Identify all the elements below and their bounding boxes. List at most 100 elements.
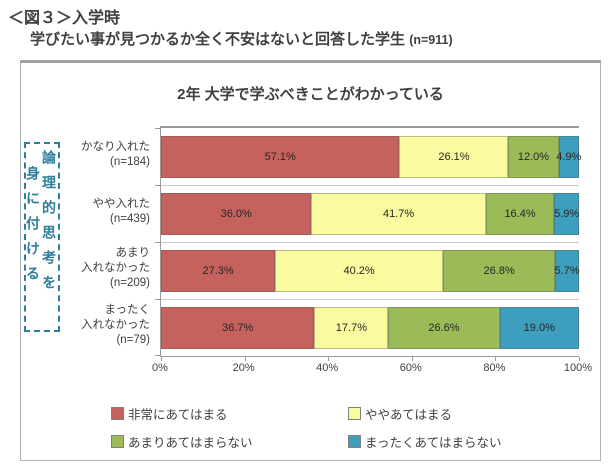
x-axis-tick [411, 357, 413, 361]
bar-row: 27.3% 40.2% 26.8% 5.7% [161, 242, 580, 299]
bar-row: 36.0% 41.7% 16.4% 5.9% [161, 185, 579, 242]
category-label: あまり入れなかった (n=209) [57, 240, 156, 297]
data-label: 57.1% [264, 150, 296, 163]
figure-title-line2: 学びたい事が見つかるか全く不安はないと回答した学生 (n=911) [30, 28, 453, 49]
x-axis-tick [328, 357, 330, 361]
x-axis-tick-label: 80% [483, 362, 506, 374]
side-label-vertical-text: 論理的思考を 身に付ける [25, 144, 58, 330]
bar-segment: 19.0% [499, 306, 579, 349]
bar-row: 36.7% 17.7% 26.6% 19.0% [161, 299, 579, 356]
stacked-bar: 36.7% 17.7% 26.6% 19.0% [161, 306, 579, 349]
category-label-line: (n=184) [110, 155, 150, 168]
bar-segment: 26.8% [443, 249, 556, 292]
legend-label: 非常にあてはまる [128, 408, 228, 422]
chart-frame: 2年 大学で学ぶべきことがわかっている 論理的思考を 身に付ける かなり入れた (… [20, 60, 601, 461]
category-label: まったく入れなかった (n=79) [57, 297, 156, 354]
bar-segment: 5.9% [554, 192, 580, 235]
plot-area: 57.1% 26.1% 12.0% 4.9% 36.0% 41.7% 16.4% 5.9% 27… [155, 126, 582, 361]
category-gridline [161, 185, 579, 186]
x-axis-tick [161, 357, 162, 361]
category-label-line: (n=439) [110, 212, 150, 225]
legend-label: あまりあてはまらない [128, 436, 253, 450]
bar-segment: 17.7% [314, 306, 389, 349]
bar-segment: 36.7% [161, 306, 315, 349]
legend-item: あまりあてはまらない [111, 432, 348, 451]
legend-item: ややあてはまる [348, 404, 502, 423]
stacked-bar: 36.0% 41.7% 16.4% 5.9% [161, 192, 580, 235]
x-axis-tick [579, 357, 580, 361]
legend-item: まったくあてはまらない [348, 432, 502, 451]
data-label: 41.7% [383, 207, 415, 220]
legend-label: ややあてはまる [365, 408, 453, 422]
category-label: かなり入れた (n=184) [57, 126, 156, 183]
data-label: 26.8% [483, 264, 515, 277]
category-label-line: かなり入れた [81, 140, 150, 153]
bar-segment: 16.4% [485, 192, 555, 235]
legend-marker-blue [348, 435, 361, 448]
bar-segment: 40.2% [275, 249, 444, 292]
y-axis-tick [155, 299, 160, 300]
data-label: 27.3% [202, 264, 234, 277]
category-gridline [161, 299, 579, 300]
bar-segment: 26.1% [399, 135, 509, 178]
data-label: 17.7% [335, 321, 367, 334]
x-axis-tick-label: 100% [563, 362, 593, 374]
data-label: 36.7% [222, 321, 254, 334]
legend-marker-yellow [348, 407, 361, 420]
bar-segment: 41.7% [311, 192, 486, 235]
x-axis-tick-labels: 0% 20% 40% 60% 80% 100% [152, 362, 592, 376]
bar-segment: 26.6% [388, 306, 500, 349]
y-axis-tick [155, 128, 160, 129]
chart-title: 2年 大学で学ぶべきことがわかっている [177, 86, 444, 103]
category-axis-labels: かなり入れた (n=184) やや入れた (n=439) あまり入れなかった (n=209… [57, 126, 156, 354]
x-axis-tick-label: 40% [316, 362, 339, 374]
x-axis-tick-label: 0% [152, 362, 168, 374]
x-axis-tick-label: 20% [232, 362, 255, 374]
data-label: 26.6% [428, 321, 460, 334]
data-label: 16.4% [504, 207, 536, 220]
bar-segment: 4.9% [556, 135, 582, 178]
data-label: 5.7% [554, 264, 580, 277]
y-axis-tick [155, 185, 160, 186]
bar-segment: 36.0% [161, 192, 312, 235]
data-label: 12.0% [517, 150, 550, 163]
figure-title-line1: ＜図３＞入学時 [8, 10, 121, 27]
data-label: 19.0% [523, 321, 555, 334]
side-label-column1: 論理的思考を [41, 150, 57, 300]
bar-segment: 57.1% [161, 135, 400, 178]
data-label: 4.9% [556, 150, 582, 163]
x-axis-tick [244, 357, 246, 361]
bar-segment: 12.0% [508, 135, 559, 178]
y-axis-tick [155, 242, 160, 243]
category-label-line: やや入れた [92, 197, 151, 210]
category-label-line: 入れなかった [81, 319, 150, 331]
figure-title-sample-size: (n=911) [409, 33, 453, 47]
x-axis-tick-label: 60% [399, 362, 422, 374]
side-label-box: 論理的思考を 身に付ける [24, 142, 60, 332]
category-gridline [161, 242, 579, 243]
legend-marker-red [111, 407, 124, 420]
legend: 非常にあてはまる ややあてはまる あまりあてはまらない まったくあてはまらない [111, 404, 502, 451]
figure-title-line2-text: 学びたい事が見つかるか全く不安はないと回答した学生 [30, 31, 406, 48]
legend-item: 非常にあてはまる [111, 404, 348, 423]
x-axis-tick [495, 357, 497, 361]
category-label-line: 入れなかった [81, 262, 150, 274]
stacked-bar: 27.3% 40.2% 26.8% 5.7% [161, 249, 580, 292]
legend-label: まったくあてはまらない [365, 436, 502, 450]
stacked-bar: 57.1% 26.1% 12.0% 4.9% [161, 135, 582, 178]
category-label: やや入れた (n=439) [57, 183, 156, 240]
category-label-line: (n=79) [116, 334, 150, 346]
bar-segment: 5.7% [554, 249, 580, 292]
category-label-line: まったく [104, 304, 150, 316]
legend-marker-green [111, 435, 124, 448]
side-label-column2: 身に付ける [25, 166, 41, 291]
category-label-line: あまり [115, 247, 151, 259]
data-label: 26.1% [438, 150, 470, 163]
data-label: 36.0% [220, 207, 252, 220]
y-axis-tick [155, 355, 160, 356]
bar-row: 57.1% 26.1% 12.0% 4.9% [161, 128, 582, 185]
data-label: 5.9% [554, 207, 580, 220]
bar-segment: 27.3% [161, 249, 276, 292]
data-label: 40.2% [343, 264, 375, 277]
category-label-line: (n=209) [110, 277, 150, 289]
